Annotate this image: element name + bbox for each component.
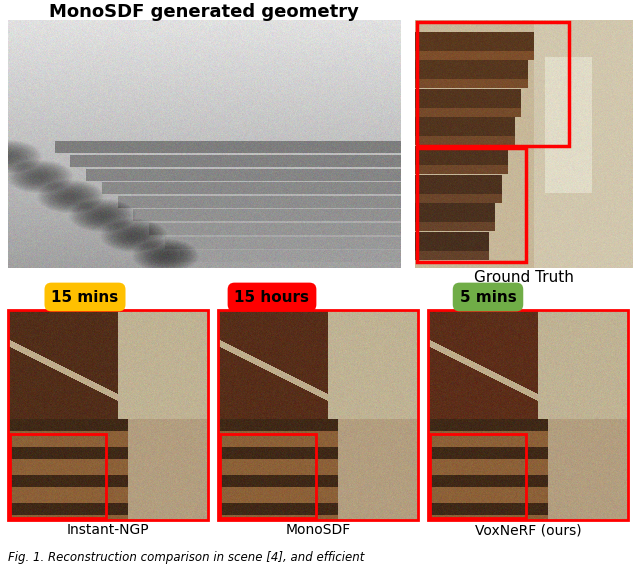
Bar	[8, 310, 208, 520]
Bar	[218, 310, 418, 520]
Text: Instant-NGP: Instant-NGP	[67, 523, 149, 537]
Text: VoxNeRF (ours): VoxNeRF (ours)	[475, 523, 581, 537]
Bar	[220, 434, 316, 518]
Text: 15 mins: 15 mins	[51, 289, 118, 304]
Bar	[417, 22, 569, 146]
Bar	[430, 434, 526, 518]
Text: 15 hours: 15 hours	[234, 289, 310, 304]
Bar	[428, 310, 628, 520]
Bar	[10, 434, 106, 518]
Bar	[417, 148, 526, 262]
Text: MonoSDF generated geometry: MonoSDF generated geometry	[49, 3, 359, 21]
Text: MonoSDF: MonoSDF	[285, 523, 351, 537]
Text: 5 mins: 5 mins	[460, 289, 516, 304]
Text: Ground Truth: Ground Truth	[474, 270, 574, 285]
Text: Fig. 1. Reconstruction comparison in scene [4], and efficient: Fig. 1. Reconstruction comparison in sce…	[8, 552, 364, 564]
